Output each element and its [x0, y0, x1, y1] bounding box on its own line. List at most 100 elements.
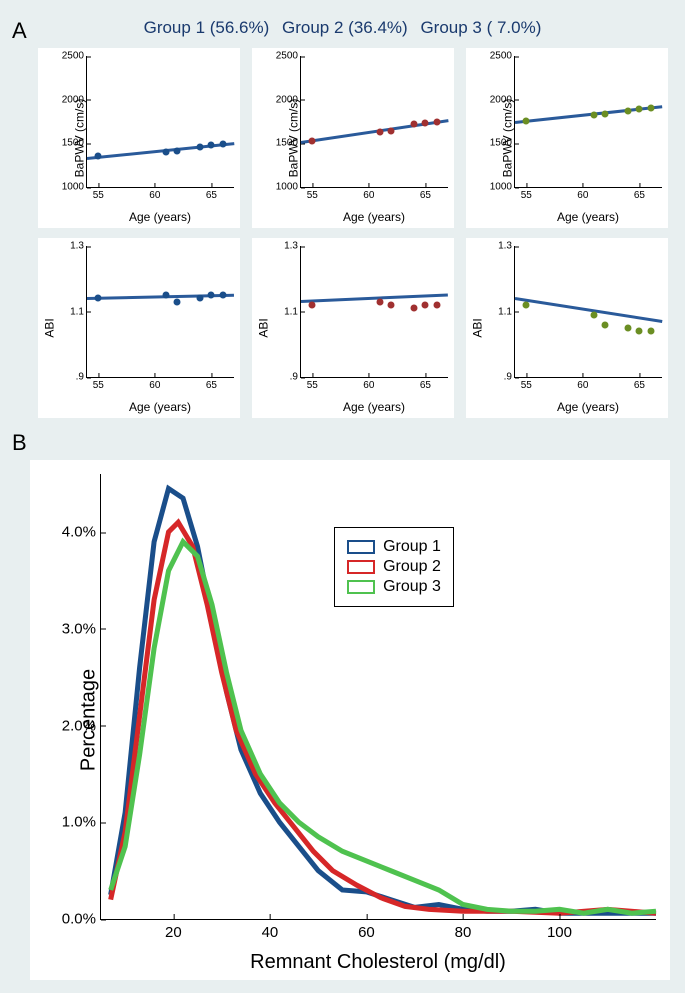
ylabel: ABI: [43, 318, 57, 337]
xtick: 65: [206, 187, 217, 201]
panel-b-plot-area: 0.0%1.0%2.0%3.0%4.0%20406080100Group 1Gr…: [100, 474, 656, 920]
legend-swatch: [347, 540, 375, 554]
marker: [309, 301, 316, 308]
plot-area: .91.11.3556065: [514, 246, 662, 378]
ytick: .9: [504, 372, 515, 383]
xtick: 65: [206, 377, 217, 391]
xlabel: Age (years): [514, 210, 662, 224]
ytick: 4.0%: [62, 524, 101, 541]
xlabel: Age (years): [86, 400, 234, 414]
xlabel: Age (years): [514, 400, 662, 414]
legend-swatch: [347, 580, 375, 594]
xlabel: Age (years): [300, 210, 448, 224]
xtick: 80: [455, 919, 472, 941]
title-g1: Group 1 (56.6%): [144, 18, 270, 37]
xtick: 60: [149, 377, 160, 391]
marker: [309, 137, 316, 144]
xtick: 65: [420, 187, 431, 201]
plot-area: .91.11.3556065: [300, 246, 448, 378]
ytick: 2000: [276, 94, 301, 105]
ytick: 1.1: [284, 306, 301, 317]
marker: [422, 301, 429, 308]
marker: [411, 305, 418, 312]
ytick: 1500: [62, 138, 87, 149]
xtick: 65: [634, 377, 645, 391]
subplot: BaPWV (cm/s)Age (years)10001500200025005…: [252, 48, 454, 228]
marker: [602, 110, 609, 117]
xlabel: Age (years): [86, 210, 234, 224]
figure: A Group 1 (56.6%) Group 2 (36.4%) Group …: [0, 0, 685, 993]
xtick: 65: [420, 377, 431, 391]
ytick: 1500: [276, 138, 301, 149]
marker: [625, 108, 632, 115]
legend-label: Group 1: [383, 538, 441, 556]
xtick: 100: [547, 919, 572, 941]
ytick: 1000: [276, 182, 301, 193]
xtick: 60: [577, 377, 588, 391]
ytick: 2500: [276, 51, 301, 62]
marker: [523, 301, 530, 308]
marker: [388, 128, 395, 135]
ytick: 1500: [490, 138, 515, 149]
xtick: 60: [363, 187, 374, 201]
panel-b-xlabel: Remnant Cholesterol (mg/dl): [100, 951, 656, 974]
xtick: 55: [93, 377, 104, 391]
xtick: 55: [521, 187, 532, 201]
legend-item: Group 1: [347, 538, 441, 556]
ytick: 1.3: [498, 241, 515, 252]
ytick: 1000: [490, 182, 515, 193]
xtick: 60: [363, 377, 374, 391]
marker: [219, 292, 226, 299]
marker: [174, 298, 181, 305]
xtick: 20: [165, 919, 182, 941]
marker: [625, 324, 632, 331]
ytick: 1.1: [498, 306, 515, 317]
ylabel: ABI: [471, 318, 485, 337]
ytick: 1000: [62, 182, 87, 193]
ytick: 3.0%: [62, 620, 101, 637]
xtick: 60: [149, 187, 160, 201]
xtick: 40: [262, 919, 279, 941]
xtick: 60: [577, 187, 588, 201]
marker: [422, 120, 429, 127]
xtick: 55: [307, 377, 318, 391]
title-row: Group 1 (56.6%) Group 2 (36.4%) Group 3 …: [0, 18, 685, 38]
marker: [647, 105, 654, 112]
ytick: 1.0%: [62, 814, 101, 831]
marker: [377, 128, 384, 135]
marker: [433, 301, 440, 308]
marker: [523, 117, 530, 124]
legend-label: Group 2: [383, 558, 441, 576]
xtick: 65: [634, 187, 645, 201]
title-g2: Group 2 (36.4%): [282, 18, 408, 37]
ytick: 2000: [490, 94, 515, 105]
plot-area: 1000150020002500556065: [86, 56, 234, 188]
ytick: 1.3: [284, 241, 301, 252]
marker: [411, 121, 418, 128]
ytick: 2.0%: [62, 717, 101, 734]
marker: [591, 112, 598, 119]
legend-item: Group 2: [347, 558, 441, 576]
marker: [163, 292, 170, 299]
marker: [636, 106, 643, 113]
legend-swatch: [347, 560, 375, 574]
marker: [591, 311, 598, 318]
subplot: ABIAge (years).91.11.3556065: [466, 238, 668, 418]
subplot: ABIAge (years).91.11.3556065: [38, 238, 240, 418]
ytick: .9: [76, 372, 87, 383]
marker: [219, 141, 226, 148]
ylabel: ABI: [257, 318, 271, 337]
legend: Group 1 Group 2 Group 3: [334, 527, 454, 607]
plot-area: 1000150020002500556065: [300, 56, 448, 188]
title-g3: Group 3 ( 7.0%): [420, 18, 541, 37]
subplot: BaPWV (cm/s)Age (years)10001500200025005…: [38, 48, 240, 228]
panel-b: Percentage Remnant Cholesterol (mg/dl) 0…: [30, 460, 670, 980]
ytick: 0.0%: [62, 911, 101, 928]
legend-label: Group 3: [383, 578, 441, 596]
marker: [95, 153, 102, 160]
xtick: 55: [521, 377, 532, 391]
xlabel: Age (years): [300, 400, 448, 414]
fit-line: [515, 297, 662, 323]
marker: [197, 143, 204, 150]
ytick: 1.3: [70, 241, 87, 252]
